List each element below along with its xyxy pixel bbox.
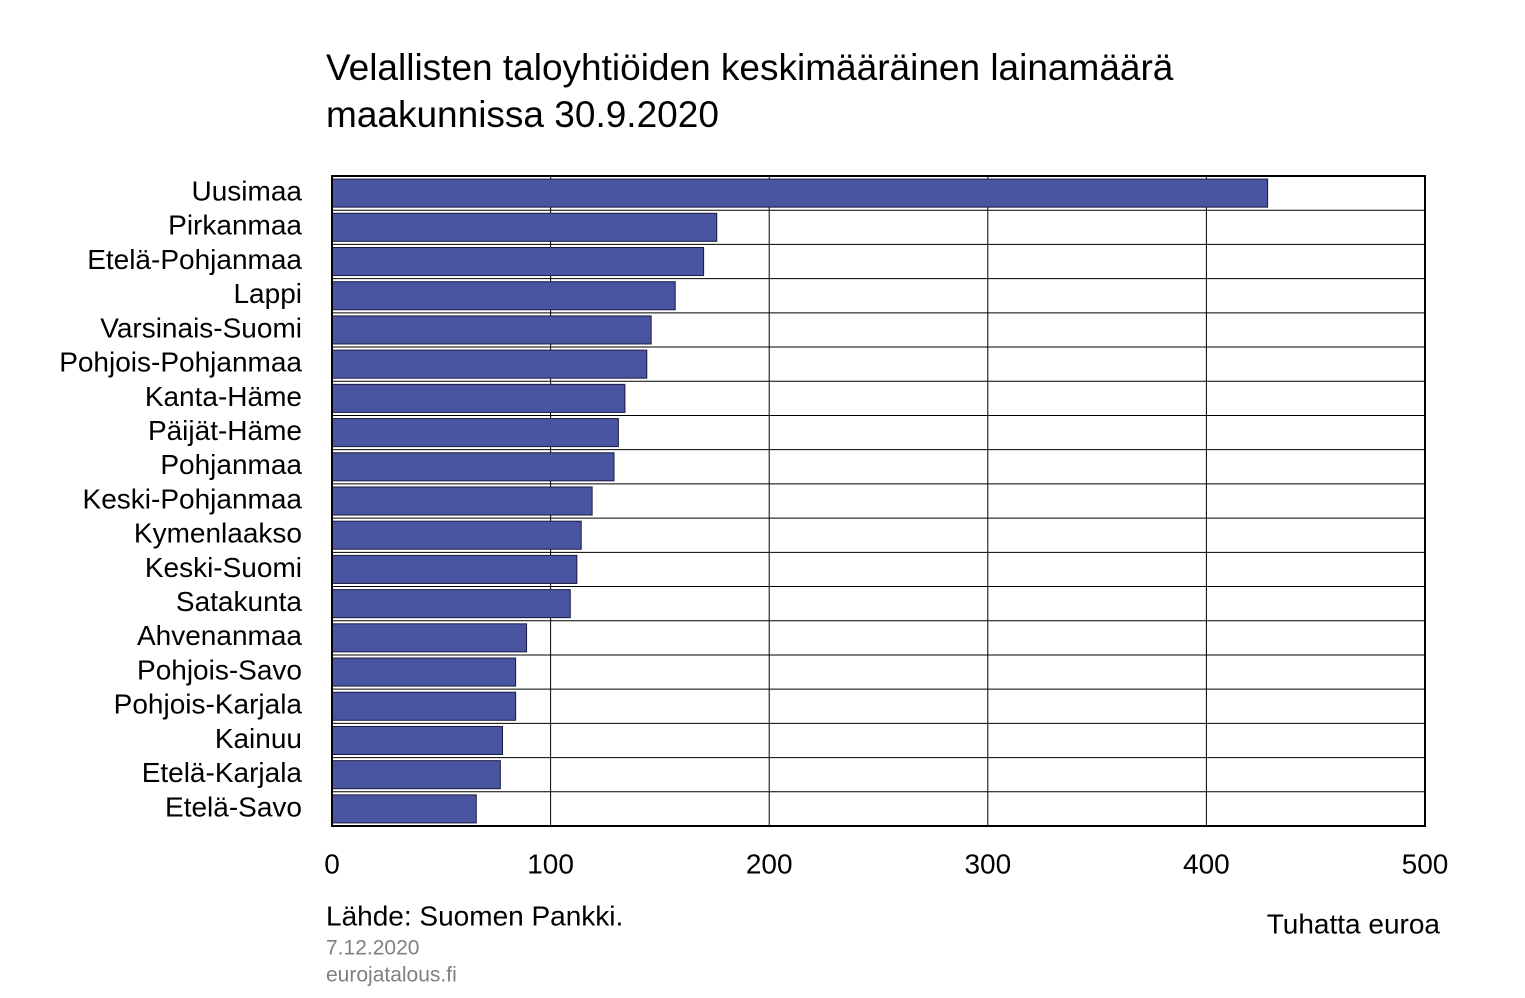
bar	[331, 589, 571, 619]
y-tick-label: Lappi	[233, 278, 302, 309]
x-tick-label: 500	[1402, 848, 1449, 879]
x-tick-label: 100	[527, 848, 574, 879]
bar	[331, 760, 501, 790]
bar	[331, 794, 477, 824]
bar	[331, 418, 619, 448]
source: Lähde: Suomen Pankki.	[326, 900, 623, 931]
bar	[331, 725, 504, 756]
bar	[331, 554, 578, 584]
bar	[331, 691, 517, 721]
y-tick-label: Kanta-Häme	[145, 381, 302, 412]
y-tick-label: Ahvenanmaa	[137, 620, 302, 651]
bar	[331, 383, 626, 413]
bar	[331, 247, 705, 277]
x-tick-label: 400	[1183, 848, 1230, 879]
y-tick-label: Varsinais-Suomi	[100, 312, 302, 343]
y-tick-label: Kymenlaakso	[134, 518, 302, 549]
y-tick-label: Pirkanmaa	[168, 210, 302, 241]
y-tick-label: Kainuu	[215, 723, 302, 754]
site: eurojatalous.fi	[326, 964, 457, 987]
y-tick-label: Etelä-Karjala	[142, 757, 303, 788]
bar	[331, 349, 648, 379]
y-tick-label: Uusimaa	[192, 175, 303, 206]
x-tick-label: 0	[324, 848, 340, 879]
x-axis-label: Tuhatta euroa	[1267, 908, 1441, 939]
x-tick-label: 300	[964, 848, 1011, 879]
bar	[331, 520, 582, 550]
chart-title: Velallisten taloyhtiöiden keskimääräinen…	[326, 47, 1174, 88]
y-tick-label: Keski-Suomi	[145, 552, 302, 583]
bar	[331, 452, 615, 482]
y-tick-label: Pohjois-Savo	[137, 654, 302, 685]
y-tick-label: Satakunta	[176, 586, 303, 617]
x-tick-label: 200	[746, 848, 793, 879]
y-tick-label: Pohjanmaa	[160, 449, 302, 480]
bar	[331, 281, 676, 311]
bar	[331, 623, 528, 653]
bar	[331, 212, 718, 242]
y-tick-label: Päijät-Häme	[148, 415, 302, 446]
y-tick-label: Etelä-Pohjanmaa	[87, 244, 302, 275]
y-tick-label: Etelä-Savo	[165, 791, 302, 822]
bar	[331, 178, 1269, 208]
chart-title: maakunnissa 30.9.2020	[326, 94, 719, 135]
y-tick-label: Keski-Pohjanmaa	[83, 483, 303, 514]
bar	[331, 657, 517, 687]
date: 7.12.2020	[326, 937, 419, 960]
y-tick-label: Pohjois-Pohjanmaa	[59, 347, 302, 378]
bar	[331, 315, 652, 345]
plot-border	[331, 175, 1426, 827]
bar	[331, 486, 593, 516]
y-tick-label: Pohjois-Karjala	[114, 689, 303, 720]
